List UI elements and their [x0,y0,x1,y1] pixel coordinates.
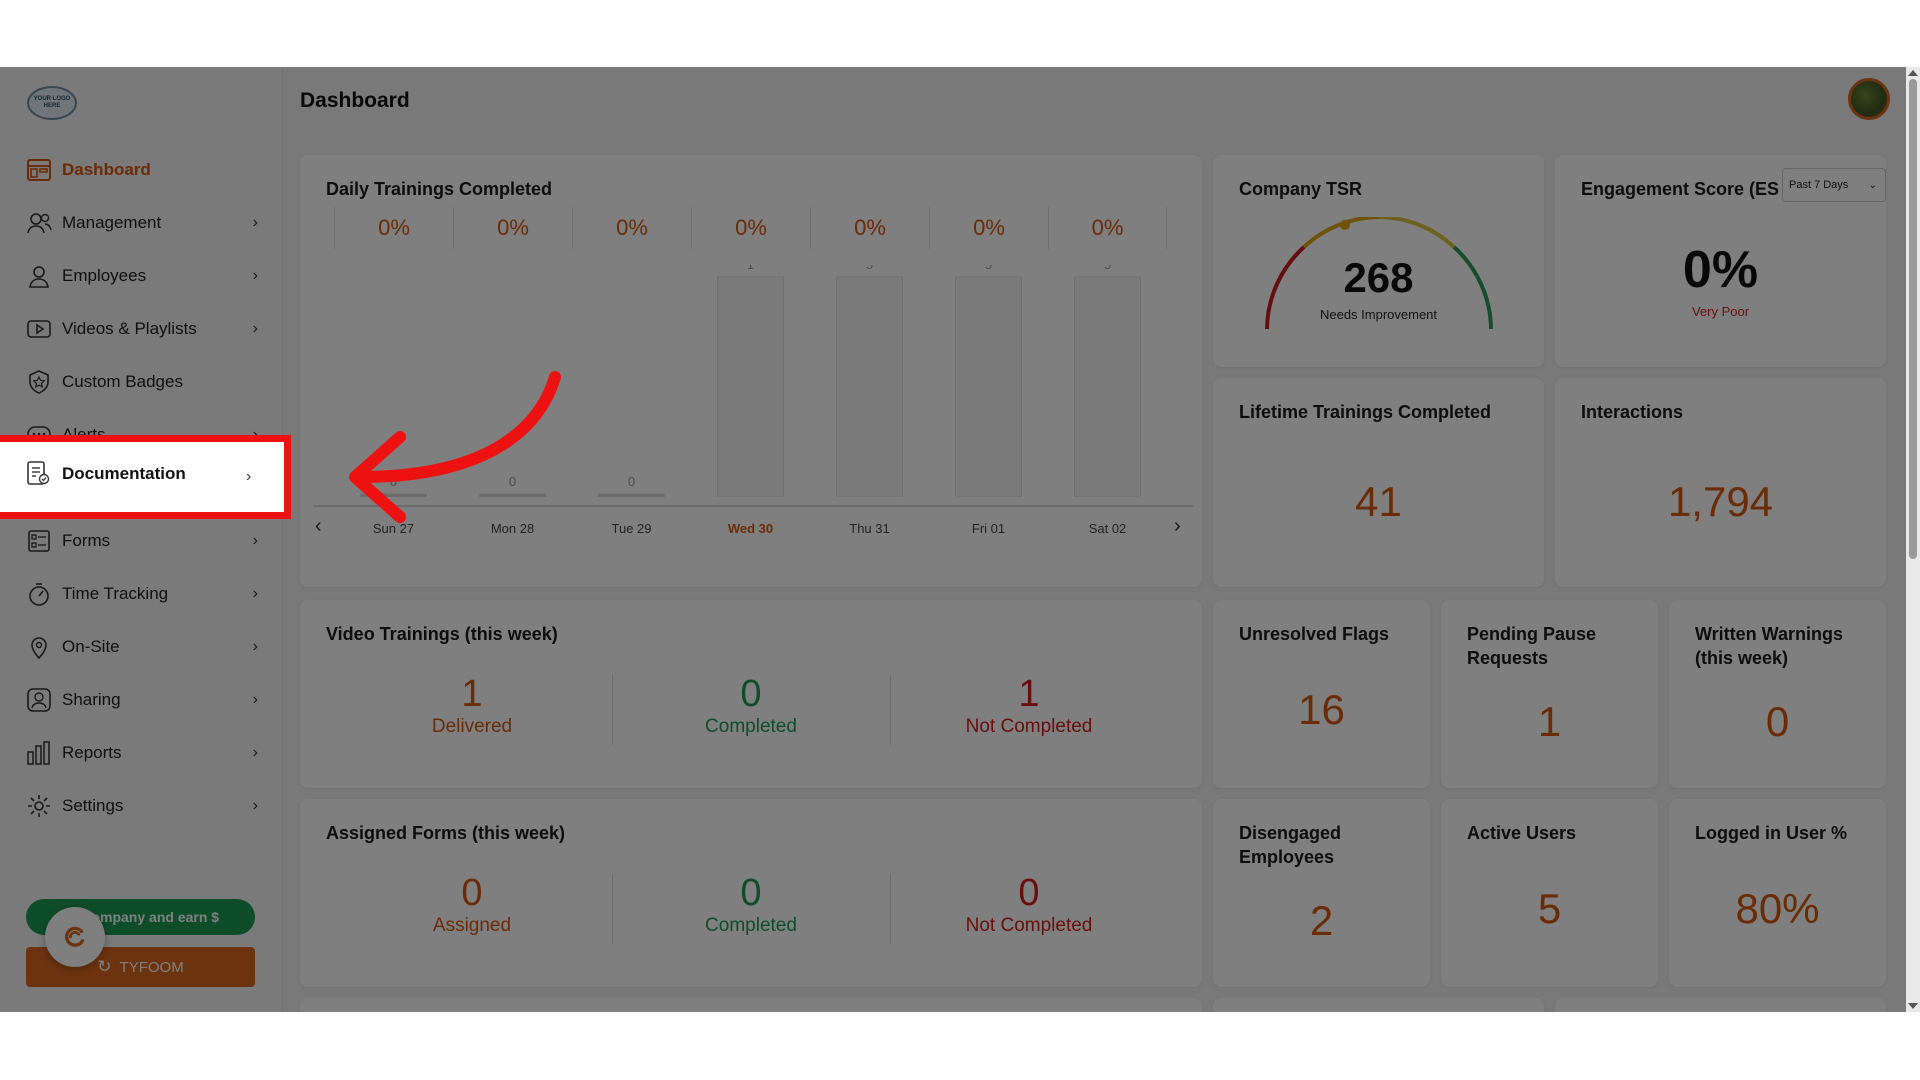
vertical-scrollbar[interactable] [1906,67,1920,1012]
scroll-up-icon[interactable] [1908,70,1918,76]
chevron-right-icon: › [246,468,252,485]
tutorial-pointer-arrow [349,371,561,523]
scroll-down-icon[interactable] [1908,1003,1918,1009]
documentation-icon [25,460,52,487]
scrollbar-thumb[interactable] [1909,79,1917,559]
app-window: YOUR LOGO HERE Dashboard Management › Em… [0,67,1920,1012]
sidebar-item-documentation-highlighted[interactable]: Documentation [25,460,186,487]
sidebar-item-label: Documentation [62,463,186,483]
tutorial-dim-overlay [0,67,1920,1012]
highlight-documentation[interactable]: Documentation › [0,435,291,519]
